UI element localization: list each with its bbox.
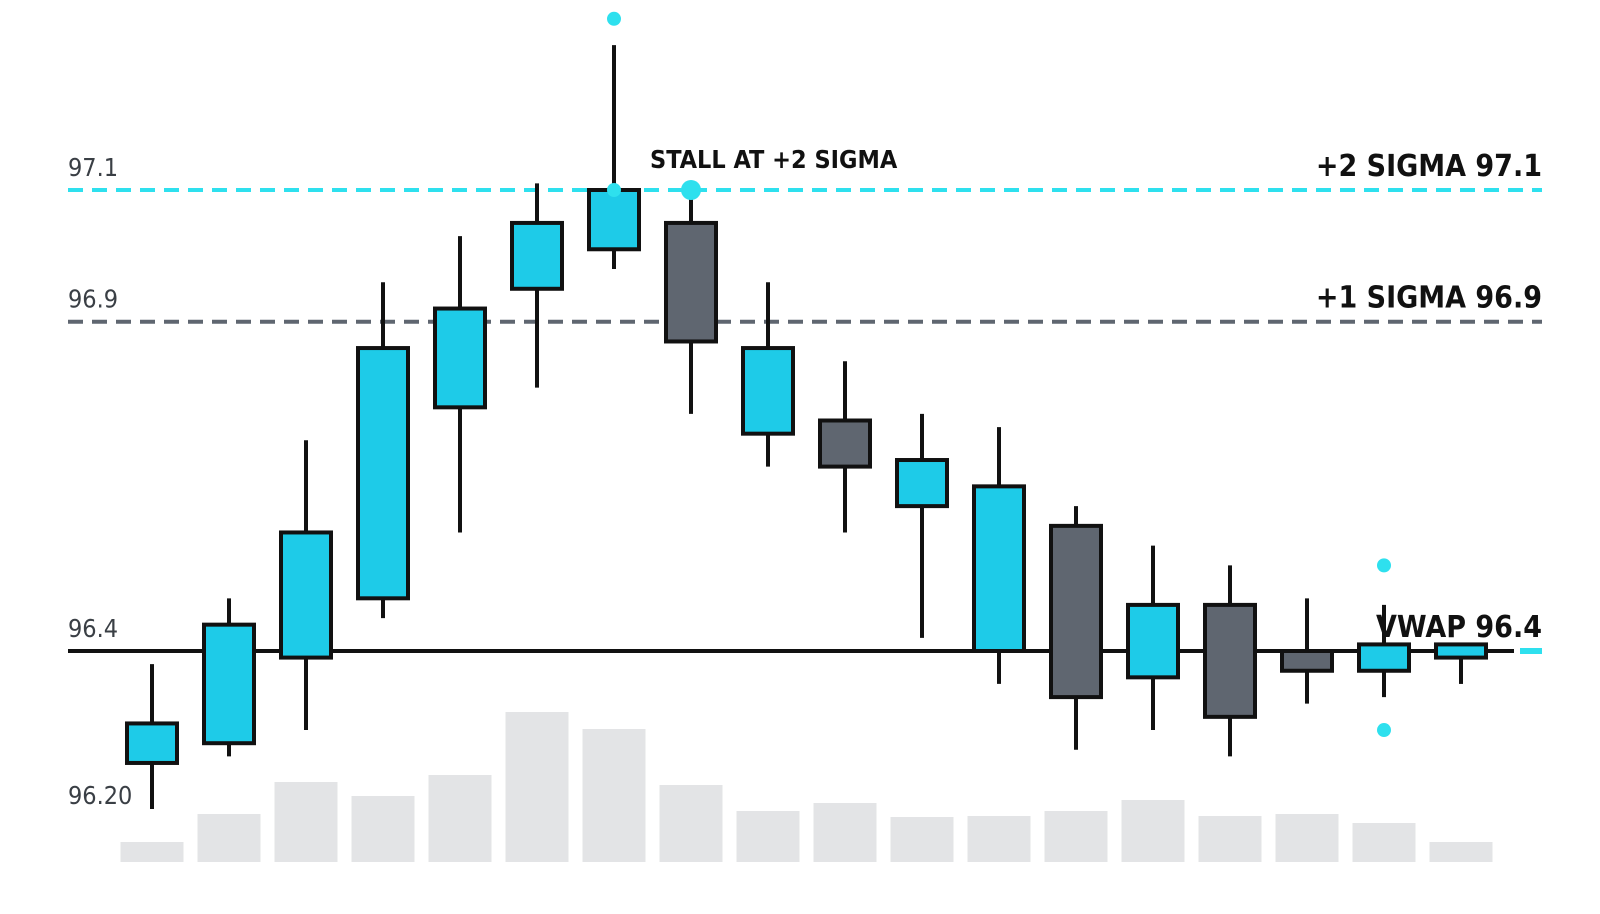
volume-bar <box>1275 814 1339 862</box>
volume-bar <box>813 803 877 862</box>
candle <box>664 190 718 414</box>
candle <box>433 236 487 533</box>
candle-body <box>1434 642 1488 660</box>
candle-body <box>1049 523 1103 700</box>
volume-bar <box>659 785 723 862</box>
candle-body <box>433 306 487 410</box>
volume-bar <box>890 817 954 862</box>
volume-bar <box>274 782 338 862</box>
marker-dot <box>681 180 701 200</box>
candles <box>125 45 1488 810</box>
volume-bar <box>736 811 800 862</box>
candle-body <box>895 458 949 509</box>
candle <box>1126 545 1180 731</box>
candle-body <box>356 346 410 601</box>
candle <box>895 413 949 638</box>
y-tick-label: 97.1 <box>68 153 118 182</box>
stall-annotation: STALL AT +2 SIGMA <box>650 145 898 174</box>
candle-body <box>1357 642 1411 673</box>
volume-bar <box>1429 842 1493 862</box>
volume-bar <box>967 816 1031 862</box>
candle <box>510 183 564 388</box>
marker-dot <box>607 183 621 197</box>
volume-bar <box>1352 823 1416 862</box>
volume-bar <box>505 712 569 862</box>
plus2-label: +2 SIGMA 97.1 <box>1316 149 1542 184</box>
candle <box>587 45 641 270</box>
volume-bar <box>1198 816 1262 862</box>
candle-body <box>587 188 641 252</box>
candle <box>279 440 333 731</box>
candle <box>1280 598 1334 704</box>
candle <box>818 361 872 533</box>
candle-body <box>1203 602 1257 719</box>
candle-body <box>741 346 795 436</box>
line-labels: +2 SIGMA 97.1 +1 SIGMA 96.9 VWAP 96.4 STALL… <box>650 145 1542 645</box>
vwap-label: VWAP 96.4 <box>1376 610 1542 645</box>
marker-dot <box>1377 558 1391 573</box>
candle <box>1049 506 1103 750</box>
candle <box>1434 642 1488 684</box>
volume-bar <box>428 775 492 862</box>
candle-body <box>1126 602 1180 680</box>
y-tick-label: 96.20 <box>68 781 132 810</box>
candle <box>1203 565 1257 757</box>
candle-body <box>510 220 564 291</box>
candle-body <box>202 622 256 746</box>
candle <box>202 598 256 757</box>
volume-bar <box>1121 800 1185 862</box>
candle-body <box>972 484 1026 653</box>
volume-bar <box>582 729 646 862</box>
marker-dot <box>1377 723 1391 738</box>
markers <box>607 11 1391 738</box>
candle <box>356 282 410 619</box>
candle <box>972 427 1026 684</box>
volume-bar <box>197 814 261 862</box>
y-tick-label: 96.9 <box>68 285 118 314</box>
candle-body <box>125 721 179 765</box>
candle <box>1357 604 1411 698</box>
volume-bars <box>120 712 1493 862</box>
candle <box>741 282 795 467</box>
plus1-label: +1 SIGMA 96.9 <box>1316 281 1542 316</box>
volume-bar <box>1044 811 1108 862</box>
candle-body <box>279 530 333 660</box>
marker-dot <box>607 11 621 26</box>
y-axis-ticks: 97.1 96.9 96.4 96.20 <box>68 153 132 810</box>
candle-body <box>818 418 872 469</box>
candle <box>125 664 179 810</box>
candle-body <box>664 220 718 344</box>
candle-body <box>1280 649 1334 673</box>
volume-bar <box>351 796 415 862</box>
y-tick-label: 96.4 <box>68 614 118 643</box>
volume-bar <box>120 842 184 862</box>
